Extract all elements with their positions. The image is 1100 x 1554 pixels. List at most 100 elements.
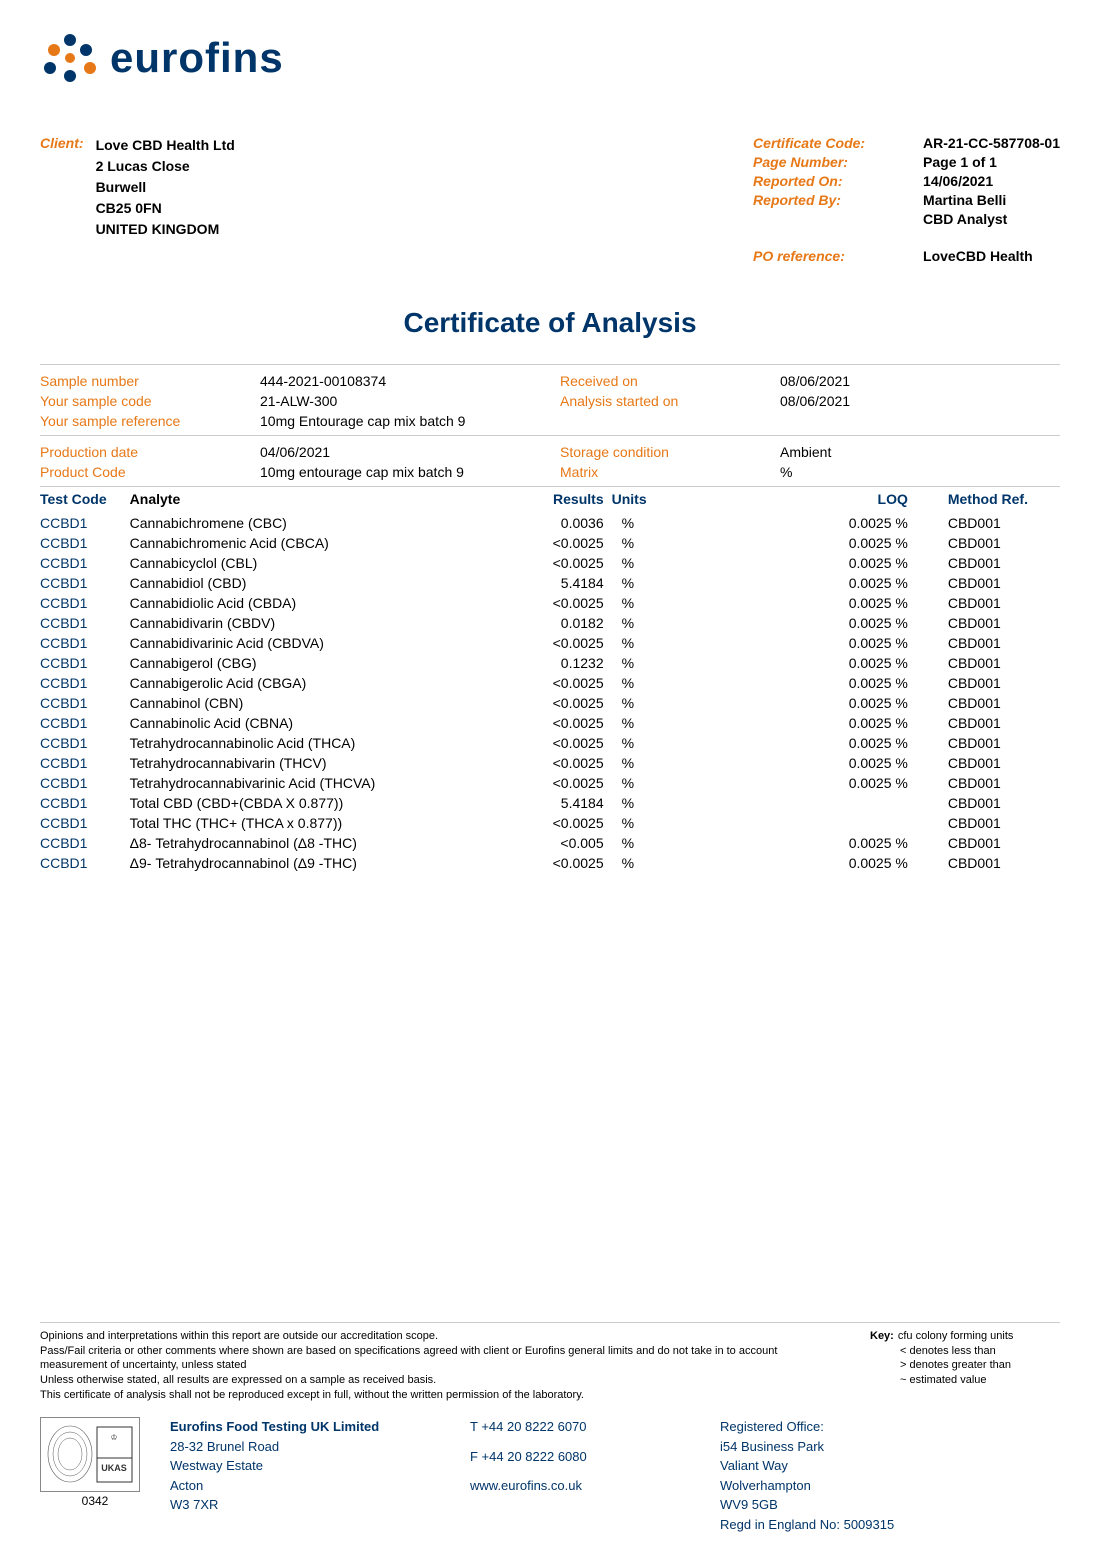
cell-loq: 0.0025 % [757,513,948,533]
cell-results: 0.1232 [522,653,612,673]
cell-method: CBD001 [948,573,1060,593]
cell-code: CCBD1 [40,513,130,533]
cell-analyte: Cannabigerol (CBG) [130,653,522,673]
cell-units: % [612,573,758,593]
reg-title: Registered Office: [720,1417,1060,1437]
sample-label: Production date [40,442,260,462]
cell-analyte: Tetrahydrocannabinolic Acid (THCA) [130,733,522,753]
client-line: Love CBD Health Ltd [96,135,235,156]
cell-code: CCBD1 [40,593,130,613]
th-analyte: Analyte [130,487,522,514]
cell-units: % [612,653,758,673]
key-item: ~ estimated value [900,1373,1060,1388]
registered-office: Registered Office: i54 Business Park Val… [720,1417,1060,1534]
client-line: 2 Lucas Close [96,156,235,177]
sample-value: 10mg Entourage cap mix batch 9 [260,411,560,431]
cell-analyte: Cannabidivarinic Acid (CBDVA) [130,633,522,653]
table-row: CCBD1 Cannabichromene (CBC) 0.0036 % 0.0… [40,513,1060,533]
cell-analyte: Tetrahydrocannabivarin (THCV) [130,753,522,773]
cell-loq [757,813,948,833]
sample-value: 444-2021-00108374 [260,371,560,391]
cell-loq: 0.0025 % [757,773,948,793]
results-table: Test Code Analyte Results Units LOQ Meth… [40,486,1060,873]
table-row: CCBD1 Δ8- Tetrahydrocannabinol (Δ8 -THC)… [40,833,1060,853]
cell-analyte: Total THC (THC+ (THCA x 0.877)) [130,813,522,833]
sample-value: 04/06/2021 [260,442,560,462]
client-block: Client: Love CBD Health Ltd 2 Lucas Clos… [40,135,235,267]
cell-results: <0.0025 [522,633,612,653]
cell-results: 0.0182 [522,613,612,633]
sample-label: Matrix [560,462,780,482]
cell-method: CBD001 [948,533,1060,553]
addr-line: W3 7XR [170,1495,450,1515]
svg-text:♔: ♔ [110,1433,117,1442]
fax: F +44 20 8222 6080 [470,1447,700,1467]
cell-units: % [612,733,758,753]
footer: Opinions and interpretations within this… [40,1322,1060,1534]
footer-columns: ♔ UKAS 0342 Eurofins Food Testing UK Lim… [40,1417,1060,1534]
cell-units: % [612,773,758,793]
contact-info: T +44 20 8222 6070 F +44 20 8222 6080 ww… [470,1417,700,1496]
cell-units: % [612,833,758,853]
client-line: Burwell [96,177,235,198]
cell-code: CCBD1 [40,713,130,733]
cell-units: % [612,693,758,713]
cell-method: CBD001 [948,713,1060,733]
cell-loq: 0.0025 % [757,633,948,653]
cell-code: CCBD1 [40,573,130,593]
web: www.eurofins.co.uk [470,1476,700,1496]
cert-meta: Certificate Code:AR-21-CC-587708-01Page … [753,135,1060,267]
sample-label: Your sample reference [40,411,260,431]
cell-units: % [612,613,758,633]
cell-method: CBD001 [948,853,1060,873]
sample-value: Ambient [780,442,1080,462]
cell-results: <0.0025 [522,553,612,573]
cell-analyte: Cannabidiolic Acid (CBDA) [130,593,522,613]
cell-results: <0.0025 [522,693,612,713]
disclaimer-line: This certificate of analysis shall not b… [40,1388,830,1403]
cert-meta-label: Page Number: [753,154,923,170]
table-row: CCBD1 Cannabigerolic Acid (CBGA) <0.0025… [40,673,1060,693]
cell-loq: 0.0025 % [757,733,948,753]
cell-analyte: Cannabigerolic Acid (CBGA) [130,673,522,693]
sample-value: 08/06/2021 [780,371,1080,391]
table-row: CCBD1 Cannabichromenic Acid (CBCA) <0.00… [40,533,1060,553]
cell-code: CCBD1 [40,693,130,713]
cell-method: CBD001 [948,733,1060,753]
cell-code: CCBD1 [40,613,130,633]
cell-loq: 0.0025 % [757,553,948,573]
cell-results: <0.0025 [522,733,612,753]
disclaimer-line: Opinions and interpretations within this… [40,1329,830,1344]
cell-loq: 0.0025 % [757,673,948,693]
cell-results: 5.4184 [522,573,612,593]
th-loq: LOQ [757,487,948,514]
ukas-logo: ♔ UKAS [40,1417,140,1492]
cell-units: % [612,673,758,693]
cell-code: CCBD1 [40,673,130,693]
cell-loq: 0.0025 % [757,753,948,773]
disclaimer-line: Pass/Fail criteria or other comments whe… [40,1344,830,1374]
cell-analyte: Cannabichromene (CBC) [130,513,522,533]
cell-results: <0.0025 [522,813,612,833]
key-title: Key: [870,1329,898,1344]
sample-label: Product Code [40,462,260,482]
cell-units: % [612,533,758,553]
cell-code: CCBD1 [40,813,130,833]
cell-results: <0.0025 [522,673,612,693]
table-row: CCBD1 Cannabidivarinic Acid (CBDVA) <0.0… [40,633,1060,653]
table-row: CCBD1 Cannabigerol (CBG) 0.1232 % 0.0025… [40,653,1060,673]
cell-code: CCBD1 [40,633,130,653]
table-row: CCBD1 Cannabinol (CBN) <0.0025 % 0.0025 … [40,693,1060,713]
reg-line: Valiant Way [720,1456,1060,1476]
disclaimer: Opinions and interpretations within this… [40,1322,1060,1403]
cell-method: CBD001 [948,813,1060,833]
cell-loq: 0.0025 % [757,693,948,713]
sample-block-2: Production date04/06/2021Product Code10m… [40,435,1060,482]
cell-code: CCBD1 [40,533,130,553]
tel: T +44 20 8222 6070 [470,1417,700,1437]
po-ref-value: LoveCBD Health [923,248,1033,264]
cell-method: CBD001 [948,793,1060,813]
client-line: CB25 0FN [96,198,235,219]
cert-meta-value: Page 1 of 1 [923,154,997,170]
svg-text:UKAS: UKAS [101,1463,127,1473]
